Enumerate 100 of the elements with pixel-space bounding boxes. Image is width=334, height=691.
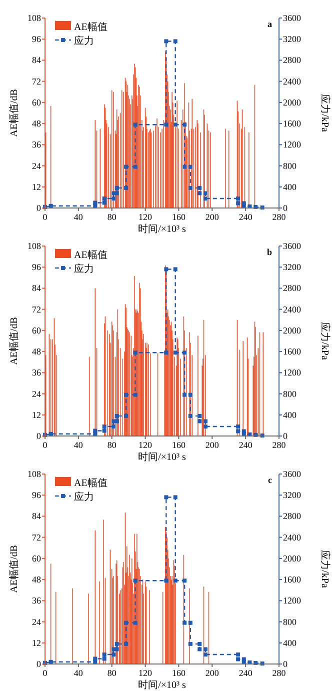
x-tick-label: 280 xyxy=(272,668,286,678)
x-tick-label: 80 xyxy=(107,212,117,222)
y2-tick-label: 800 xyxy=(283,616,297,627)
point xyxy=(164,350,168,355)
point xyxy=(188,186,192,190)
x-tick-label: 280 xyxy=(272,212,286,222)
point xyxy=(198,414,202,418)
x-axis-title: 时间/×10³ s xyxy=(138,223,186,235)
annotation: b xyxy=(266,247,272,257)
point xyxy=(102,196,106,200)
point xyxy=(182,122,187,127)
point xyxy=(133,392,138,397)
y-axis-title: AE幅值/dB xyxy=(8,88,20,137)
legend-label: 应力 xyxy=(74,491,94,503)
point xyxy=(198,647,202,652)
annotation: a xyxy=(268,19,272,29)
y2-tick-label: 1600 xyxy=(283,574,302,585)
point xyxy=(114,186,119,190)
x-tick-label: 240 xyxy=(238,668,253,678)
point xyxy=(133,578,138,583)
y2-tick-label: 3600 xyxy=(283,241,302,251)
x-axis-title: 时间/×10³ s xyxy=(138,451,186,463)
y-tick-label: 84 xyxy=(32,283,42,294)
y-tick-label: 108 xyxy=(28,241,42,251)
point xyxy=(236,424,240,428)
x-tick-label: 40 xyxy=(74,440,84,450)
point xyxy=(124,642,128,646)
x-tick-label: 40 xyxy=(74,668,84,678)
point xyxy=(198,186,202,190)
y2-axis-title: 应力/kPa xyxy=(319,94,331,132)
point xyxy=(203,424,208,428)
y-tick-label: 96 xyxy=(32,262,42,272)
y2-tick-label: 3600 xyxy=(283,469,302,479)
point xyxy=(182,620,187,625)
point xyxy=(236,201,240,206)
y2-tick-label: 2800 xyxy=(283,511,302,522)
point xyxy=(102,656,106,661)
y2-tick-label: 800 xyxy=(283,160,297,171)
legend-label: AE幅值 xyxy=(74,477,108,489)
y-tick-label: 108 xyxy=(28,13,42,23)
point xyxy=(133,350,138,355)
point xyxy=(164,39,168,44)
point xyxy=(114,414,119,418)
x-tick-label: 160 xyxy=(172,440,186,450)
y2-tick-label: 0 xyxy=(283,431,288,441)
point xyxy=(236,657,240,662)
y-tick-label: 24 xyxy=(32,388,42,399)
point xyxy=(102,424,106,428)
y-tick-label: 72 xyxy=(32,76,41,86)
point xyxy=(114,647,119,652)
point xyxy=(124,620,128,625)
legend-label: 应力 xyxy=(74,35,94,47)
x-tick-label: 160 xyxy=(172,212,186,222)
x-tick-label: 240 xyxy=(238,212,253,222)
y-tick-label: 36 xyxy=(32,140,42,150)
point xyxy=(133,122,138,127)
x-tick-label: 200 xyxy=(205,212,220,222)
y2-tick-label: 400 xyxy=(283,410,297,420)
y2-tick-label: 3600 xyxy=(283,13,302,23)
point xyxy=(164,495,168,500)
y-axis-title: AE幅值/dB xyxy=(8,544,20,593)
point xyxy=(236,429,240,434)
point xyxy=(93,656,98,661)
point xyxy=(203,191,208,196)
y-tick-label: 48 xyxy=(32,346,42,357)
point xyxy=(182,164,187,169)
point xyxy=(173,578,178,583)
point xyxy=(114,642,119,646)
y-tick-label: 24 xyxy=(32,616,42,627)
y2-tick-label: 400 xyxy=(283,182,297,192)
y-tick-label: 72 xyxy=(32,304,41,314)
y2-tick-label: 1200 xyxy=(283,140,302,150)
y2-tick-label: 400 xyxy=(283,638,297,648)
point xyxy=(203,196,208,200)
x-tick-label: 40 xyxy=(74,212,84,222)
point xyxy=(112,196,116,200)
point xyxy=(133,164,138,169)
x-tick-label: 200 xyxy=(205,668,220,678)
y2-tick-label: 3200 xyxy=(283,490,302,500)
y-tick-label: 48 xyxy=(32,574,42,585)
point xyxy=(188,392,192,397)
y-tick-label: 84 xyxy=(32,511,42,522)
y2-tick-label: 1600 xyxy=(283,118,302,129)
point xyxy=(114,191,119,196)
y-tick-label: 24 xyxy=(32,160,42,171)
point xyxy=(133,620,138,625)
y-tick-label: 60 xyxy=(32,553,42,564)
y-tick-label: 12 xyxy=(32,638,41,648)
x-axis-title: 时间/×10³ s xyxy=(138,679,186,691)
y-axis-title: AE幅值/dB xyxy=(8,316,20,365)
y-tick-label: 12 xyxy=(32,410,41,420)
y2-tick-label: 2400 xyxy=(283,76,302,86)
y-tick-label: 84 xyxy=(32,55,42,66)
y-tick-label: 48 xyxy=(32,118,42,129)
y2-axis-title: 应力/kPa xyxy=(319,322,331,360)
y-tick-label: 0 xyxy=(36,431,42,441)
point xyxy=(203,652,208,656)
point xyxy=(198,419,202,424)
y2-tick-label: 1200 xyxy=(283,596,302,606)
y2-tick-label: 0 xyxy=(283,659,288,669)
